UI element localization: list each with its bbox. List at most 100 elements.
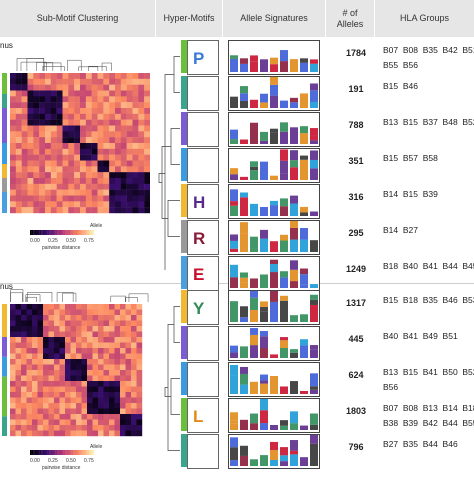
logo-residue: [300, 228, 308, 240]
heatmap-cell: [76, 408, 82, 415]
heatmap-cell: [91, 78, 98, 85]
heatmap-cell: [76, 386, 82, 393]
heatmap-cell: [54, 375, 60, 382]
logo-residue: [280, 173, 288, 180]
colorbar-segment: [78, 230, 80, 235]
heatmap-cell: [39, 178, 46, 185]
heatmap-cell: [10, 113, 17, 120]
allele-count: 1784: [345, 48, 367, 58]
logo-residue: [300, 206, 308, 213]
heatmap-cell: [109, 364, 115, 371]
heatmap-cell: [10, 304, 16, 310]
heatmap-cell: [92, 320, 99, 327]
hyper-motif-color-bar: [181, 184, 187, 217]
logo-residue: [260, 399, 268, 411]
heatmap-cell: [80, 137, 87, 144]
heatmap-cell: [114, 414, 121, 420]
heatmap-cell: [10, 166, 17, 173]
heatmap-cell: [50, 90, 57, 97]
allele-count: 445: [348, 334, 364, 344]
heatmap-cell: [43, 403, 49, 409]
heatmap-cell: [21, 408, 27, 415]
heatmap-cell: [120, 348, 126, 354]
heatmap-cell: [74, 195, 81, 202]
logo-residue: [310, 159, 318, 169]
logo-residue: [260, 207, 268, 216]
heatmap-cell: [74, 207, 81, 214]
heatmap-cell: [120, 320, 126, 327]
allele-count: 316: [348, 192, 364, 202]
heatmap-cell: [43, 364, 49, 371]
heatmap-cell: [103, 337, 110, 343]
logo-residue: [310, 83, 318, 91]
logo-residue: [250, 309, 258, 322]
heatmap-cell: [32, 359, 38, 365]
allele-count: 351: [348, 156, 364, 166]
heatmap-cell: [37, 331, 44, 338]
colorbar-segment: [34, 230, 37, 235]
logo-residue: [250, 248, 258, 252]
heatmap-cell: [115, 195, 122, 202]
colorbar-segment: [41, 450, 43, 455]
heatmap-cell: [98, 348, 104, 354]
heatmap-cell: [114, 430, 121, 437]
heatmap-cell: [54, 320, 60, 327]
heatmap-cell: [109, 183, 116, 190]
colorbar-tick-label: 0.00: [30, 238, 40, 244]
heatmap-cell: [45, 166, 52, 173]
heatmap-cell: [45, 78, 52, 85]
heatmap-cell: [21, 326, 27, 332]
heatmap-cell: [62, 108, 69, 115]
heatmap-cell: [85, 131, 92, 138]
heatmap-cell: [10, 189, 17, 196]
heatmap-cell: [48, 375, 55, 382]
heatmap-cell: [103, 108, 110, 115]
logo-residue: [280, 100, 288, 108]
heatmap-cell: [109, 326, 115, 332]
heatmap-cell: [109, 166, 116, 173]
heatmap-cell: [109, 131, 116, 138]
heatmap-cell: [59, 326, 66, 332]
heatmap-cell: [92, 403, 99, 409]
heatmap-cell: [10, 108, 17, 115]
heatmap-cell: [26, 359, 33, 365]
heatmap-cell: [120, 195, 127, 202]
heatmap-cell: [136, 381, 143, 387]
heatmap-cell: [37, 403, 44, 409]
heatmap-cell: [70, 430, 77, 437]
heatmap-cell: [43, 342, 49, 349]
heatmap-cell: [56, 178, 63, 185]
heatmap-cell: [87, 337, 93, 343]
heatmap-cell: [138, 195, 145, 202]
heatmap-cell: [132, 113, 139, 120]
dendrogram-branch: [170, 378, 180, 415]
heatmap-cell: [87, 381, 93, 387]
heatmap-cell: [76, 337, 82, 343]
heatmap-cell: [80, 195, 87, 202]
heatmap-cell: [125, 430, 132, 437]
heatmap-cell: [21, 131, 28, 138]
logo-residue: [310, 299, 318, 305]
heatmap-cell: [85, 119, 92, 126]
heatmap-cell: [70, 315, 77, 321]
heatmap-cell: [144, 160, 150, 167]
logo-residue: [270, 450, 278, 460]
heatmap-cell: [39, 148, 46, 155]
hyper-motif-logo: [187, 362, 219, 397]
hyper-motif-logo: [187, 398, 219, 433]
hla-group-list: B13 B15 B41 B50 B52 B56: [383, 367, 474, 392]
heatmap-cell: [125, 364, 132, 371]
logo-residue: [290, 450, 298, 455]
logo-residue: [230, 364, 238, 376]
logo-residue: [290, 260, 298, 270]
heatmap-cell: [103, 375, 110, 382]
heatmap-cell: [138, 90, 145, 97]
heatmap-cell: [70, 414, 77, 420]
heatmap-cell: [85, 113, 92, 120]
logo-residue: [280, 50, 288, 62]
heatmap-cell: [85, 148, 92, 155]
logo-residue: [250, 291, 258, 298]
logo-residue: [240, 346, 248, 358]
heatmap-cell: [70, 320, 77, 327]
heatmap-cell: [39, 154, 46, 161]
